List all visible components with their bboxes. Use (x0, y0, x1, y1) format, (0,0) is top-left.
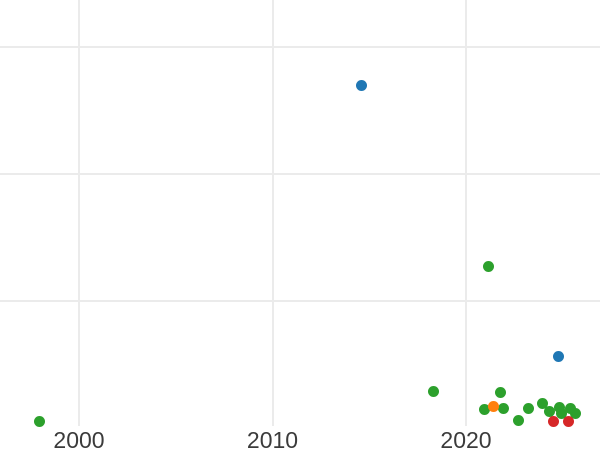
v-gridline (271, 0, 274, 426)
scatter-point-green (569, 407, 581, 419)
x-tick-label: 2000 (53, 427, 105, 450)
scatter-point-green (564, 402, 576, 414)
scatter-point-blue (355, 79, 367, 91)
scatter-point-orange (487, 400, 499, 412)
scatter-point-green (494, 386, 506, 398)
x-tick-label: 2020 (440, 427, 492, 450)
scatter-point-green (553, 401, 565, 413)
h-gridline (0, 300, 600, 302)
x-tick-label: 2010 (246, 427, 299, 450)
v-gridline (465, 0, 467, 426)
scatter-point-green (482, 260, 494, 272)
scatter-point-blue (552, 350, 564, 362)
v-gridline (78, 0, 80, 426)
scatter-point-green (536, 397, 548, 409)
h-gridline (0, 46, 600, 48)
scatter-point-green (512, 414, 524, 426)
scatter-point-green (555, 407, 567, 419)
scatter-point-green (427, 385, 439, 397)
scatter-point-green (497, 402, 509, 414)
scatter-point-green (478, 403, 490, 415)
scatter-point-green (33, 415, 45, 427)
scatter-point-red (562, 415, 574, 427)
scatter-point-green (543, 405, 555, 417)
scatter-point-green (522, 402, 534, 414)
scatter-point-red (547, 415, 559, 427)
h-gridline (0, 173, 600, 175)
